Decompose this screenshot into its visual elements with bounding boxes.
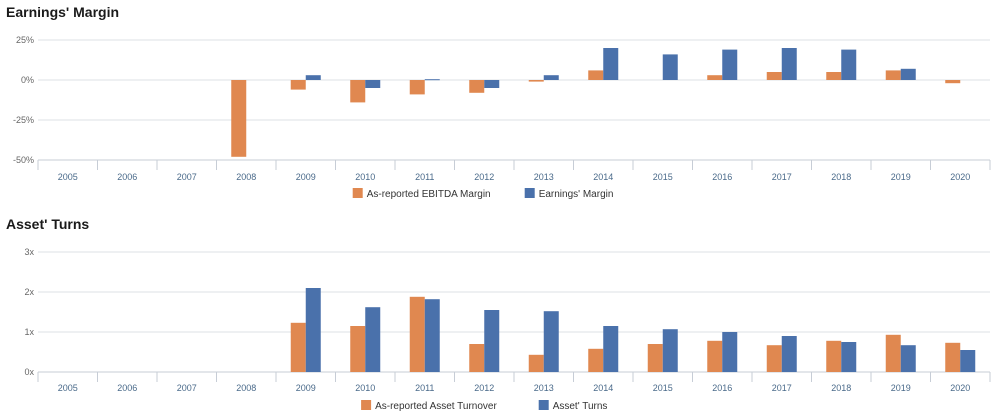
bar-reported [528,354,544,372]
bar-adjusted [960,350,976,372]
bar-adjusted [603,326,619,372]
bar-adjusted [722,332,738,372]
x-tick-label: 2007 [177,172,197,182]
bar-adjusted [841,342,857,372]
x-tick-label: 2018 [831,383,851,393]
bar-reported [707,340,723,372]
bar-reported [409,296,425,372]
bar-reported [409,80,425,95]
bar-reported [290,80,306,90]
chart-title: Earnings' Margin [6,4,120,20]
y-tick-label: 3x [24,247,34,257]
bar-adjusted [484,80,500,88]
bar-reported [826,72,842,80]
x-tick-label: 2005 [58,383,78,393]
chart-title: Asset' Turns [6,216,90,232]
x-tick-label: 2006 [117,172,137,182]
y-tick-label: 2x [24,287,34,297]
bar-adjusted [662,54,678,80]
x-tick-label: 2016 [712,172,732,182]
y-tick-label: 0x [24,367,34,377]
bar-reported [647,344,663,372]
x-tick-label: 2019 [891,172,911,182]
bar-reported [945,342,961,372]
y-tick-label: -25% [13,115,34,125]
y-tick-label: 0% [21,75,34,85]
x-tick-label: 2010 [355,383,375,393]
y-tick-label: -50% [13,155,34,165]
bar-reported [588,348,604,372]
bar-reported [350,80,366,103]
bar-reported [707,75,723,80]
legend-label: As-reported Asset Turnover [375,401,497,412]
bar-reported [469,80,485,93]
legend-label: As-reported EBITDA Margin [367,189,491,200]
x-tick-label: 2014 [593,383,613,393]
bar-reported [885,70,901,80]
legend-swatch [352,188,363,198]
x-tick-label: 2011 [415,383,434,393]
x-tick-label: 2012 [474,172,494,182]
legend-label: Asset' Turns [553,401,608,412]
x-tick-label: 2008 [236,172,256,182]
x-tick-label: 2015 [653,383,673,393]
x-tick-label: 2009 [296,383,316,393]
x-tick-label: 2010 [355,172,375,182]
bar-adjusted [603,48,619,80]
legend-swatch [361,400,372,410]
x-tick-label: 2020 [950,172,970,182]
legend-swatch [524,188,535,198]
bar-reported [945,80,961,84]
x-tick-label: 2009 [296,172,316,182]
asset-turns-plot: 3x 2x 1x 0x 2005 2006 2007 2008 2009 2010 2011 2012… [24,247,991,412]
bar-adjusted [781,336,797,372]
bar-adjusted [365,80,381,88]
earnings-margin-plot: 25% 0% -25% -50% 2005 2006 2007 2008 2009 2010 201… [13,35,991,200]
legend-label: Earnings' Margin [539,189,614,200]
bar-adjusted [900,68,916,80]
x-tick-label: 2017 [772,172,792,182]
x-tick-label: 2015 [653,172,673,182]
bar-adjusted [424,79,440,81]
bar-reported [290,322,306,372]
bar-adjusted [484,310,500,372]
bar-reported [766,72,782,80]
x-tick-label: 2017 [772,383,792,393]
y-tick-label: 1x [24,327,34,337]
x-tick-label: 2018 [831,172,851,182]
bar-adjusted [365,307,381,372]
bar-reported [469,344,485,372]
bar-reported [528,80,544,82]
bar-reported [885,334,901,372]
bar-adjusted [722,49,738,80]
bar-reported [231,80,247,157]
y-tick-label: 25% [16,35,34,45]
x-tick-label: 2008 [236,383,256,393]
bar-reported [350,326,366,372]
x-tick-label: 2016 [712,383,732,393]
x-tick-label: 2013 [534,172,554,182]
bar-reported [826,340,842,372]
x-tick-label: 2020 [950,383,970,393]
bar-reported [766,345,782,372]
bar-adjusted [305,75,321,80]
bar-adjusted [900,345,916,372]
legend-swatch [538,400,549,410]
bar-reported [588,70,604,80]
x-tick-label: 2005 [58,172,78,182]
bar-adjusted [841,49,857,80]
bar-adjusted [305,288,321,372]
x-tick-label: 2006 [117,383,137,393]
bar-adjusted [424,299,440,372]
x-tick-label: 2007 [177,383,197,393]
x-tick-label: 2011 [415,172,434,182]
bar-adjusted [543,311,559,372]
x-tick-label: 2019 [891,383,911,393]
x-tick-label: 2012 [474,383,494,393]
bar-adjusted [662,329,678,372]
bar-adjusted [543,75,559,80]
x-tick-label: 2014 [593,172,613,182]
x-tick-label: 2013 [534,383,554,393]
bar-adjusted [781,48,797,80]
